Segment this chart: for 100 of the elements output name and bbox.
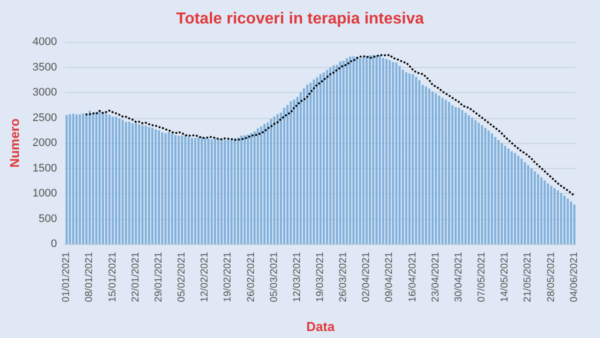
- bar: [510, 151, 513, 244]
- bar: [300, 92, 302, 244]
- bar: [132, 123, 134, 244]
- bar: [144, 126, 147, 244]
- bar: [260, 126, 262, 244]
- bar: [220, 139, 223, 244]
- bar: [240, 136, 242, 244]
- bar: [194, 138, 196, 244]
- bar: [352, 56, 355, 244]
- bar: [378, 54, 381, 244]
- x-tick-label: 21/05/2021: [522, 252, 534, 302]
- bar: [566, 198, 569, 244]
- y-tick-label: 2500: [32, 112, 57, 124]
- bar: [178, 136, 180, 244]
- bar: [478, 122, 480, 244]
- bar: [530, 168, 533, 244]
- y-tick-label: 1000: [32, 188, 57, 200]
- bar: [432, 92, 434, 244]
- bar: [372, 54, 374, 244]
- bar: [310, 82, 312, 244]
- bar: [286, 104, 289, 244]
- y-tick-label: 4000: [32, 36, 57, 48]
- bar: [280, 112, 282, 244]
- x-tick-label: 15/01/2021: [107, 252, 118, 302]
- x-tick-label: 26/03/2021: [338, 252, 350, 302]
- bar: [497, 140, 500, 244]
- bar: [441, 98, 444, 244]
- bar: [550, 186, 552, 244]
- bar: [385, 59, 388, 244]
- y-tick-label: 3500: [32, 61, 57, 74]
- bar: [95, 112, 98, 244]
- x-tick-label: 12/03/2021: [292, 252, 303, 302]
- bar: [563, 196, 566, 244]
- bar: [293, 100, 296, 244]
- bar: [122, 120, 124, 244]
- bar: [392, 62, 394, 244]
- bar: [141, 125, 144, 244]
- bar: [263, 124, 266, 244]
- x-tick-label: 29/01/2021: [153, 252, 164, 302]
- bar: [92, 113, 94, 244]
- bar: [302, 88, 306, 244]
- bar: [161, 132, 164, 244]
- bar: [75, 114, 78, 244]
- bar: [322, 72, 325, 244]
- bar: [507, 148, 510, 244]
- bar: [207, 138, 210, 244]
- bar: [474, 120, 477, 244]
- bar: [224, 140, 226, 244]
- bar: [180, 135, 184, 244]
- bar: [339, 61, 342, 244]
- x-tick-label: 28/05/2021: [546, 252, 557, 302]
- x-tick-label: 22/01/2021: [130, 252, 142, 302]
- bar: [168, 132, 170, 244]
- bar: [405, 72, 408, 244]
- y-tick-label: 3000: [32, 86, 57, 98]
- bar: [246, 134, 250, 244]
- bar: [230, 139, 233, 244]
- bar: [188, 136, 190, 244]
- bar: [148, 127, 150, 244]
- bar: [306, 84, 308, 244]
- bar: [197, 137, 200, 244]
- y-tick-label: 0: [50, 238, 57, 250]
- bar: [151, 128, 154, 244]
- bar: [358, 58, 362, 244]
- x-tick-label: 07/05/2021: [476, 252, 488, 302]
- bar: [560, 192, 562, 244]
- bar: [214, 138, 216, 244]
- bar: [217, 138, 220, 244]
- bar: [326, 70, 328, 244]
- bar: [78, 114, 81, 244]
- bar: [546, 183, 550, 244]
- bar: [346, 58, 348, 244]
- bar: [105, 113, 108, 244]
- bar: [438, 96, 440, 244]
- bar: [408, 73, 411, 244]
- bar: [356, 56, 358, 244]
- bar: [138, 124, 140, 244]
- bar: [112, 116, 114, 244]
- bar: [490, 133, 494, 244]
- bar: [273, 116, 276, 244]
- bar: [448, 102, 450, 244]
- bar: [102, 112, 104, 244]
- bar: [164, 133, 167, 244]
- bar: [480, 125, 484, 244]
- bar: [244, 135, 246, 244]
- bar: [554, 188, 556, 244]
- y-axis-title: Numero: [7, 118, 22, 168]
- bar: [464, 112, 467, 244]
- bar: [98, 110, 101, 244]
- bar: [520, 158, 523, 244]
- line-series: [85, 54, 576, 197]
- bar: [158, 130, 160, 244]
- bar: [85, 114, 88, 244]
- bar: [108, 114, 111, 244]
- x-tick-label: 09/04/2021: [384, 252, 396, 302]
- bar: [424, 86, 428, 244]
- bar: [174, 135, 177, 244]
- bar: [283, 108, 286, 244]
- y-tick-label: 1500: [32, 162, 57, 174]
- bar: [544, 180, 546, 244]
